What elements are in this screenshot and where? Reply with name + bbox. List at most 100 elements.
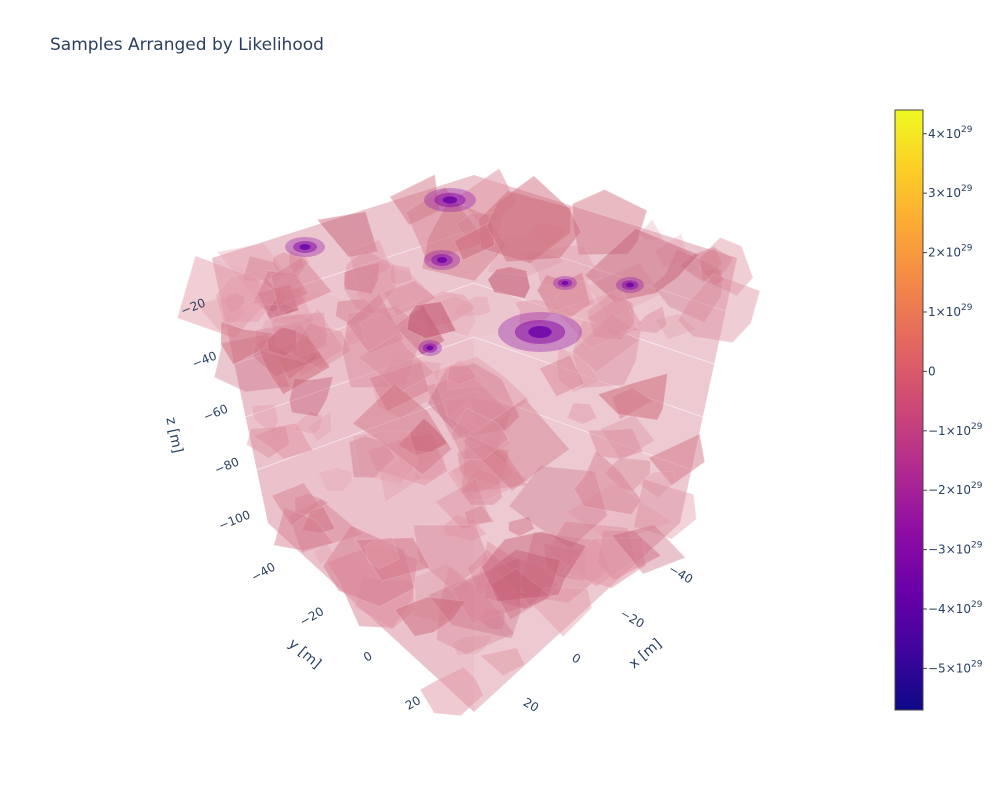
isosurface-patch	[653, 232, 690, 268]
isosurface-patch	[343, 249, 397, 315]
hotspot-core	[561, 280, 569, 286]
isosurface-patch	[343, 321, 366, 348]
isosurface-patch	[273, 506, 335, 552]
likelihood-hotspots	[285, 188, 644, 356]
isosurface-patch	[462, 466, 504, 506]
colorbar-tick-label: −1×1029	[928, 422, 983, 438]
isosurface-patch	[554, 288, 639, 349]
x-tick-label: −40	[666, 562, 695, 587]
isosurface-patch	[533, 586, 593, 638]
isosurface-patch	[566, 482, 674, 545]
isosurface-patch	[633, 478, 697, 540]
isosurface-patch	[638, 218, 665, 241]
isosurface-patch	[489, 567, 553, 621]
isosurface-patch	[571, 313, 642, 389]
isosurface-patch	[215, 271, 277, 324]
isosurface-patch	[584, 227, 700, 303]
hotspot-core	[442, 196, 458, 204]
gridline	[473, 336, 703, 418]
colorbar-gradient	[895, 110, 923, 710]
isosurface-patch	[451, 455, 492, 500]
x-tick-label: 20	[521, 695, 541, 715]
y-tick-label: 0	[361, 649, 375, 665]
isosurface-patch	[269, 311, 328, 360]
gridline	[473, 282, 715, 365]
isosurface-patch	[292, 410, 324, 435]
z-tick-label: −80	[212, 455, 241, 477]
isosurface-patch	[446, 447, 530, 501]
isosurface-patch	[604, 458, 652, 492]
isosurface-patch	[556, 345, 601, 393]
colorbar-tick-label: 3×1029	[928, 184, 973, 200]
isosurface-patch	[587, 428, 644, 460]
isosurface-patch	[561, 537, 647, 589]
isosurface-patch	[348, 435, 396, 479]
isosurface-patch	[536, 271, 592, 318]
colorbar-outline	[894, 109, 924, 711]
isosurface-patch	[220, 320, 274, 366]
colorbar-tick-label: 0	[928, 364, 936, 378]
chart-title: Samples Arranged by Likelihood	[50, 35, 324, 55]
isosurface-patch	[538, 354, 585, 398]
isosurface-patch	[343, 262, 380, 295]
isosurface-patch	[480, 530, 588, 603]
isosurface-patch	[245, 425, 291, 459]
isosurface-patch	[702, 267, 726, 287]
isosurface-patch	[252, 422, 314, 460]
colorbar-tick-label: 1×1029	[928, 303, 973, 319]
isosurface-patch	[410, 449, 446, 481]
isosurface-patch	[677, 273, 761, 344]
colorbar-tick-label: −5×1029	[928, 659, 983, 675]
hotspot-core	[436, 257, 448, 263]
hotspot-core	[626, 282, 634, 288]
isosurface-patch	[651, 248, 723, 324]
isosurface-patch	[427, 556, 522, 640]
x-tick-label: 0	[569, 651, 583, 667]
isosurface-patch	[352, 430, 419, 486]
colorbar-tick-label: 4×1029	[928, 125, 973, 141]
isosurface-patch	[288, 375, 334, 418]
colorbar-tick-label: −3×1029	[928, 541, 983, 557]
isosurface-patch	[363, 536, 401, 570]
isosurface-patch	[307, 410, 332, 443]
isosurface-patch	[266, 326, 298, 358]
isosurface-patch	[647, 433, 706, 487]
colorbar-tick-label: 2×1029	[928, 244, 973, 260]
isosurface-patch	[566, 402, 598, 425]
isosurface-patch	[382, 280, 438, 318]
isosurface-patch	[699, 236, 754, 297]
isosurface-patch	[288, 249, 310, 275]
isosurface-patch	[486, 175, 582, 263]
isosurface-patch	[252, 270, 310, 306]
isosurface-patch	[571, 188, 648, 256]
isosurface-patch	[270, 255, 333, 315]
z-axis-label: z [m]	[162, 416, 185, 455]
isosurface-patch	[586, 292, 636, 341]
isosurface-patch	[419, 666, 485, 717]
isosurface-patch	[630, 305, 668, 334]
isosurface-patch	[317, 467, 353, 492]
isosurface-patch	[446, 365, 478, 386]
z-tick-label: −100	[217, 508, 253, 533]
isosurface-patch	[388, 263, 414, 286]
y-tick-label: −40	[249, 560, 278, 585]
x-tick-label: −20	[618, 606, 647, 631]
isosurface-patch	[406, 301, 457, 340]
isosurface-patch	[596, 372, 669, 421]
isosurface-patch	[464, 504, 496, 526]
colorbar: 4×1029 3×1029 2×1029 1×1029 0 −1×1029 −2×1029 −…	[894, 109, 983, 711]
isosurface-patch	[270, 482, 321, 527]
x-axis-label: x [m]	[626, 636, 665, 672]
gridline	[473, 390, 692, 471]
isosurface-patch	[599, 414, 656, 463]
isosurface-patch	[354, 537, 431, 582]
isosurface-patch	[397, 417, 448, 456]
hotspot-core	[299, 244, 311, 250]
isosurface-patch	[312, 542, 335, 566]
hotspot-core	[426, 345, 434, 351]
isosurface-patch	[487, 266, 531, 299]
isosurface-patch	[357, 332, 436, 395]
isosurface-patch	[586, 262, 663, 320]
